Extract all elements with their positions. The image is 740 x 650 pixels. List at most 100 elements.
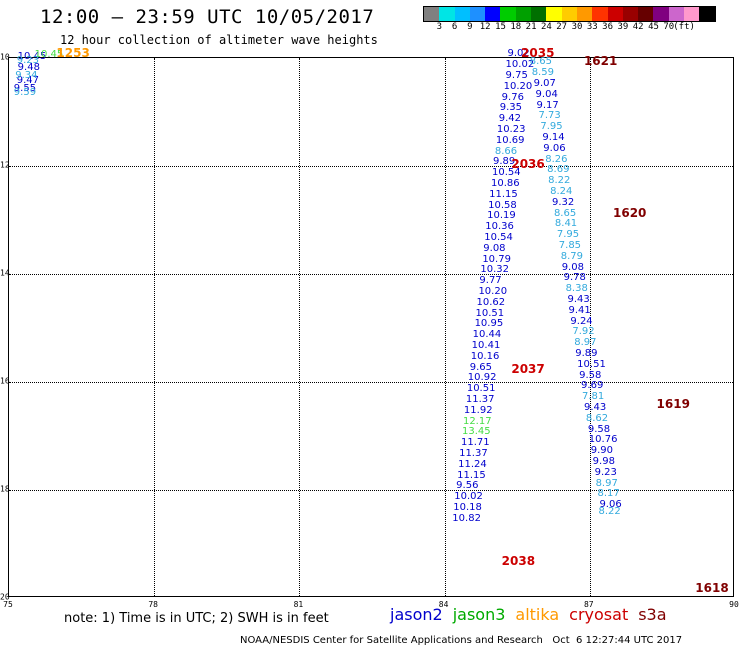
s3a-wave-height-reading: 8.69: [547, 164, 570, 176]
jason2-wave-height-reading: 10.02: [505, 59, 535, 71]
jason2-wave-height-reading: 10.92: [467, 372, 497, 384]
y-tick-label: 20: [0, 592, 10, 602]
satellite-legend: jason2 jason3 altika cryosat s3a: [390, 605, 677, 624]
x-tick-label: 84: [438, 600, 449, 609]
jason2-wave-height-reading: 9.77: [479, 275, 502, 287]
s3a-wave-height-reading: 8.62: [585, 412, 609, 424]
s3a-wave-height-reading: 8.26: [545, 153, 568, 165]
longitude-gridline: [299, 58, 301, 596]
legend-label: (ft): [673, 22, 695, 32]
pass-time-label: 1620: [613, 205, 647, 220]
jason2-wave-height-reading: 10.54: [484, 231, 513, 243]
jason2-wave-height-reading: 10.02: [454, 491, 483, 503]
s3a-wave-height-reading: 9.41: [568, 304, 591, 316]
jason2-wave-height-reading: 9.02: [507, 48, 530, 60]
jason2-wave-height-reading: 10.23: [496, 123, 526, 135]
satellite-legend-s3a: s3a: [638, 605, 667, 624]
s3a-wave-height-reading: 9.24: [570, 315, 593, 327]
pass-time-label: 2036: [511, 157, 545, 171]
legend-label: 18: [510, 22, 522, 32]
color-scale-labels: 3 6 9 12 15 18 21 24 27 30 33 36 39 42 45 70 (ft): [423, 22, 740, 34]
jason2-wave-height-reading: 10.95: [474, 318, 504, 330]
jason2-wave-height-reading: 11.37: [459, 447, 488, 459]
s3a-wave-height-reading: 7.73: [538, 110, 561, 122]
jason2-wave-height-reading: 9.08: [483, 242, 506, 254]
pass-time-label: 1253: [56, 46, 90, 61]
legend-swatch: [576, 7, 593, 21]
s3a-wave-height-reading: 9.58: [579, 369, 602, 381]
legend-label: 70: [663, 22, 675, 32]
jason2-wave-height-reading: 10.54: [492, 167, 521, 179]
s3a-wave-height-reading: 8.41: [554, 218, 578, 230]
jason2-wave-height-reading: 12.17: [462, 415, 492, 427]
legend-swatch: [469, 7, 486, 21]
y-tick-label: 16: [0, 376, 10, 386]
legend-label: 30: [571, 22, 583, 32]
latitude-gridline: [9, 274, 733, 275]
s3a-wave-height-reading: 7.95: [540, 121, 563, 133]
jason2-wave-height-reading: 10.16: [470, 350, 500, 362]
s3a-wave-height-reading: 8.59: [531, 67, 554, 79]
legend-swatch: [561, 7, 577, 21]
s3a-wave-height-reading: 8.79: [560, 250, 583, 262]
legend-swatch: [684, 7, 700, 21]
satellite-legend-altika: altika: [515, 605, 560, 624]
jason2-wave-height-reading: 11.15: [489, 188, 518, 200]
s3a-wave-height-reading: 8.97: [574, 337, 597, 349]
s3a-wave-height-reading: 9.90: [590, 445, 613, 457]
color-scale-legend: [423, 6, 716, 22]
jason2-wave-height-reading: 10.20: [503, 80, 533, 92]
jason2-wave-height-reading: 9.76: [501, 91, 524, 103]
s3a-wave-height-reading: 9.89: [575, 348, 598, 359]
pass-time-label: 1621: [583, 54, 618, 69]
s3a-wave-height-reading: 9.69: [581, 380, 604, 392]
y-tick-label: 10: [0, 52, 10, 62]
wave-height-reading: 9.34: [15, 69, 38, 81]
s3a-wave-height-reading: 7.81: [582, 391, 605, 403]
s3a-wave-height-reading: 9.58: [587, 423, 611, 435]
legend-swatch: [653, 7, 669, 21]
s3a-wave-height-reading: 9.06: [599, 499, 622, 511]
jason2-wave-height-reading: 9.75: [505, 69, 528, 81]
s3a-wave-height-reading: 10.76: [588, 434, 618, 446]
satellite-legend-jason3: jason3: [452, 605, 506, 624]
s3a-wave-height-reading: 7.95: [556, 229, 580, 241]
s3a-wave-height-reading: 7.92: [572, 326, 595, 338]
x-tick-label: 90: [729, 600, 739, 609]
jason2-wave-height-reading: 9.56: [456, 480, 479, 492]
jason2-wave-height-reading: 10.82: [452, 512, 481, 524]
legend-swatch: [546, 7, 562, 21]
legend-label: 15: [495, 22, 506, 32]
y-tick-label: 12: [0, 160, 10, 170]
legend-swatch: [515, 7, 532, 21]
wave-height-reading: 9.59: [13, 86, 37, 98]
s3a-wave-height-reading: 9.14: [542, 132, 565, 143]
s3a-wave-height-reading: 9.43: [583, 402, 607, 413]
s3a-wave-height-reading: 8.22: [548, 175, 571, 187]
page-title: 12:00 — 23:59 UTC 10/05/2017: [40, 6, 375, 28]
pass-time-label: 1619: [656, 397, 690, 412]
s3a-wave-height-reading: 9.06: [543, 142, 566, 154]
s3a-wave-height-reading: 9.04: [535, 88, 558, 100]
jason2-wave-height-reading: 10.18: [453, 501, 482, 513]
jason2-wave-height-reading: 10.86: [491, 177, 520, 189]
s3a-wave-height-reading: 9.17: [536, 99, 559, 111]
latitude-gridline: [9, 490, 733, 491]
s3a-wave-height-reading: 9.23: [594, 466, 617, 478]
legend-label: 24: [540, 22, 552, 32]
legend-label: 36: [602, 22, 614, 32]
legend-swatch: [531, 7, 547, 21]
s3a-wave-height-reading: 9.07: [533, 78, 556, 89]
page-subtitle: 12 hour collection of altimeter wave hei…: [60, 33, 378, 47]
pass-time-label: 2035: [521, 46, 555, 61]
s3a-wave-height-reading: 9.98: [592, 456, 615, 467]
wave-height-reading: 10.45: [17, 51, 47, 62]
s3a-wave-height-reading: 10.51: [577, 358, 606, 370]
legend-label: 9: [467, 22, 473, 32]
legend-label: 42: [632, 22, 644, 32]
legend-swatch: [592, 7, 608, 21]
legend-label: 45: [648, 22, 659, 32]
s3a-wave-height-reading: 9.32: [552, 196, 575, 208]
jason2-wave-height-reading: 9.35: [499, 102, 522, 114]
s3a-wave-height-reading: 8.24: [550, 186, 573, 197]
